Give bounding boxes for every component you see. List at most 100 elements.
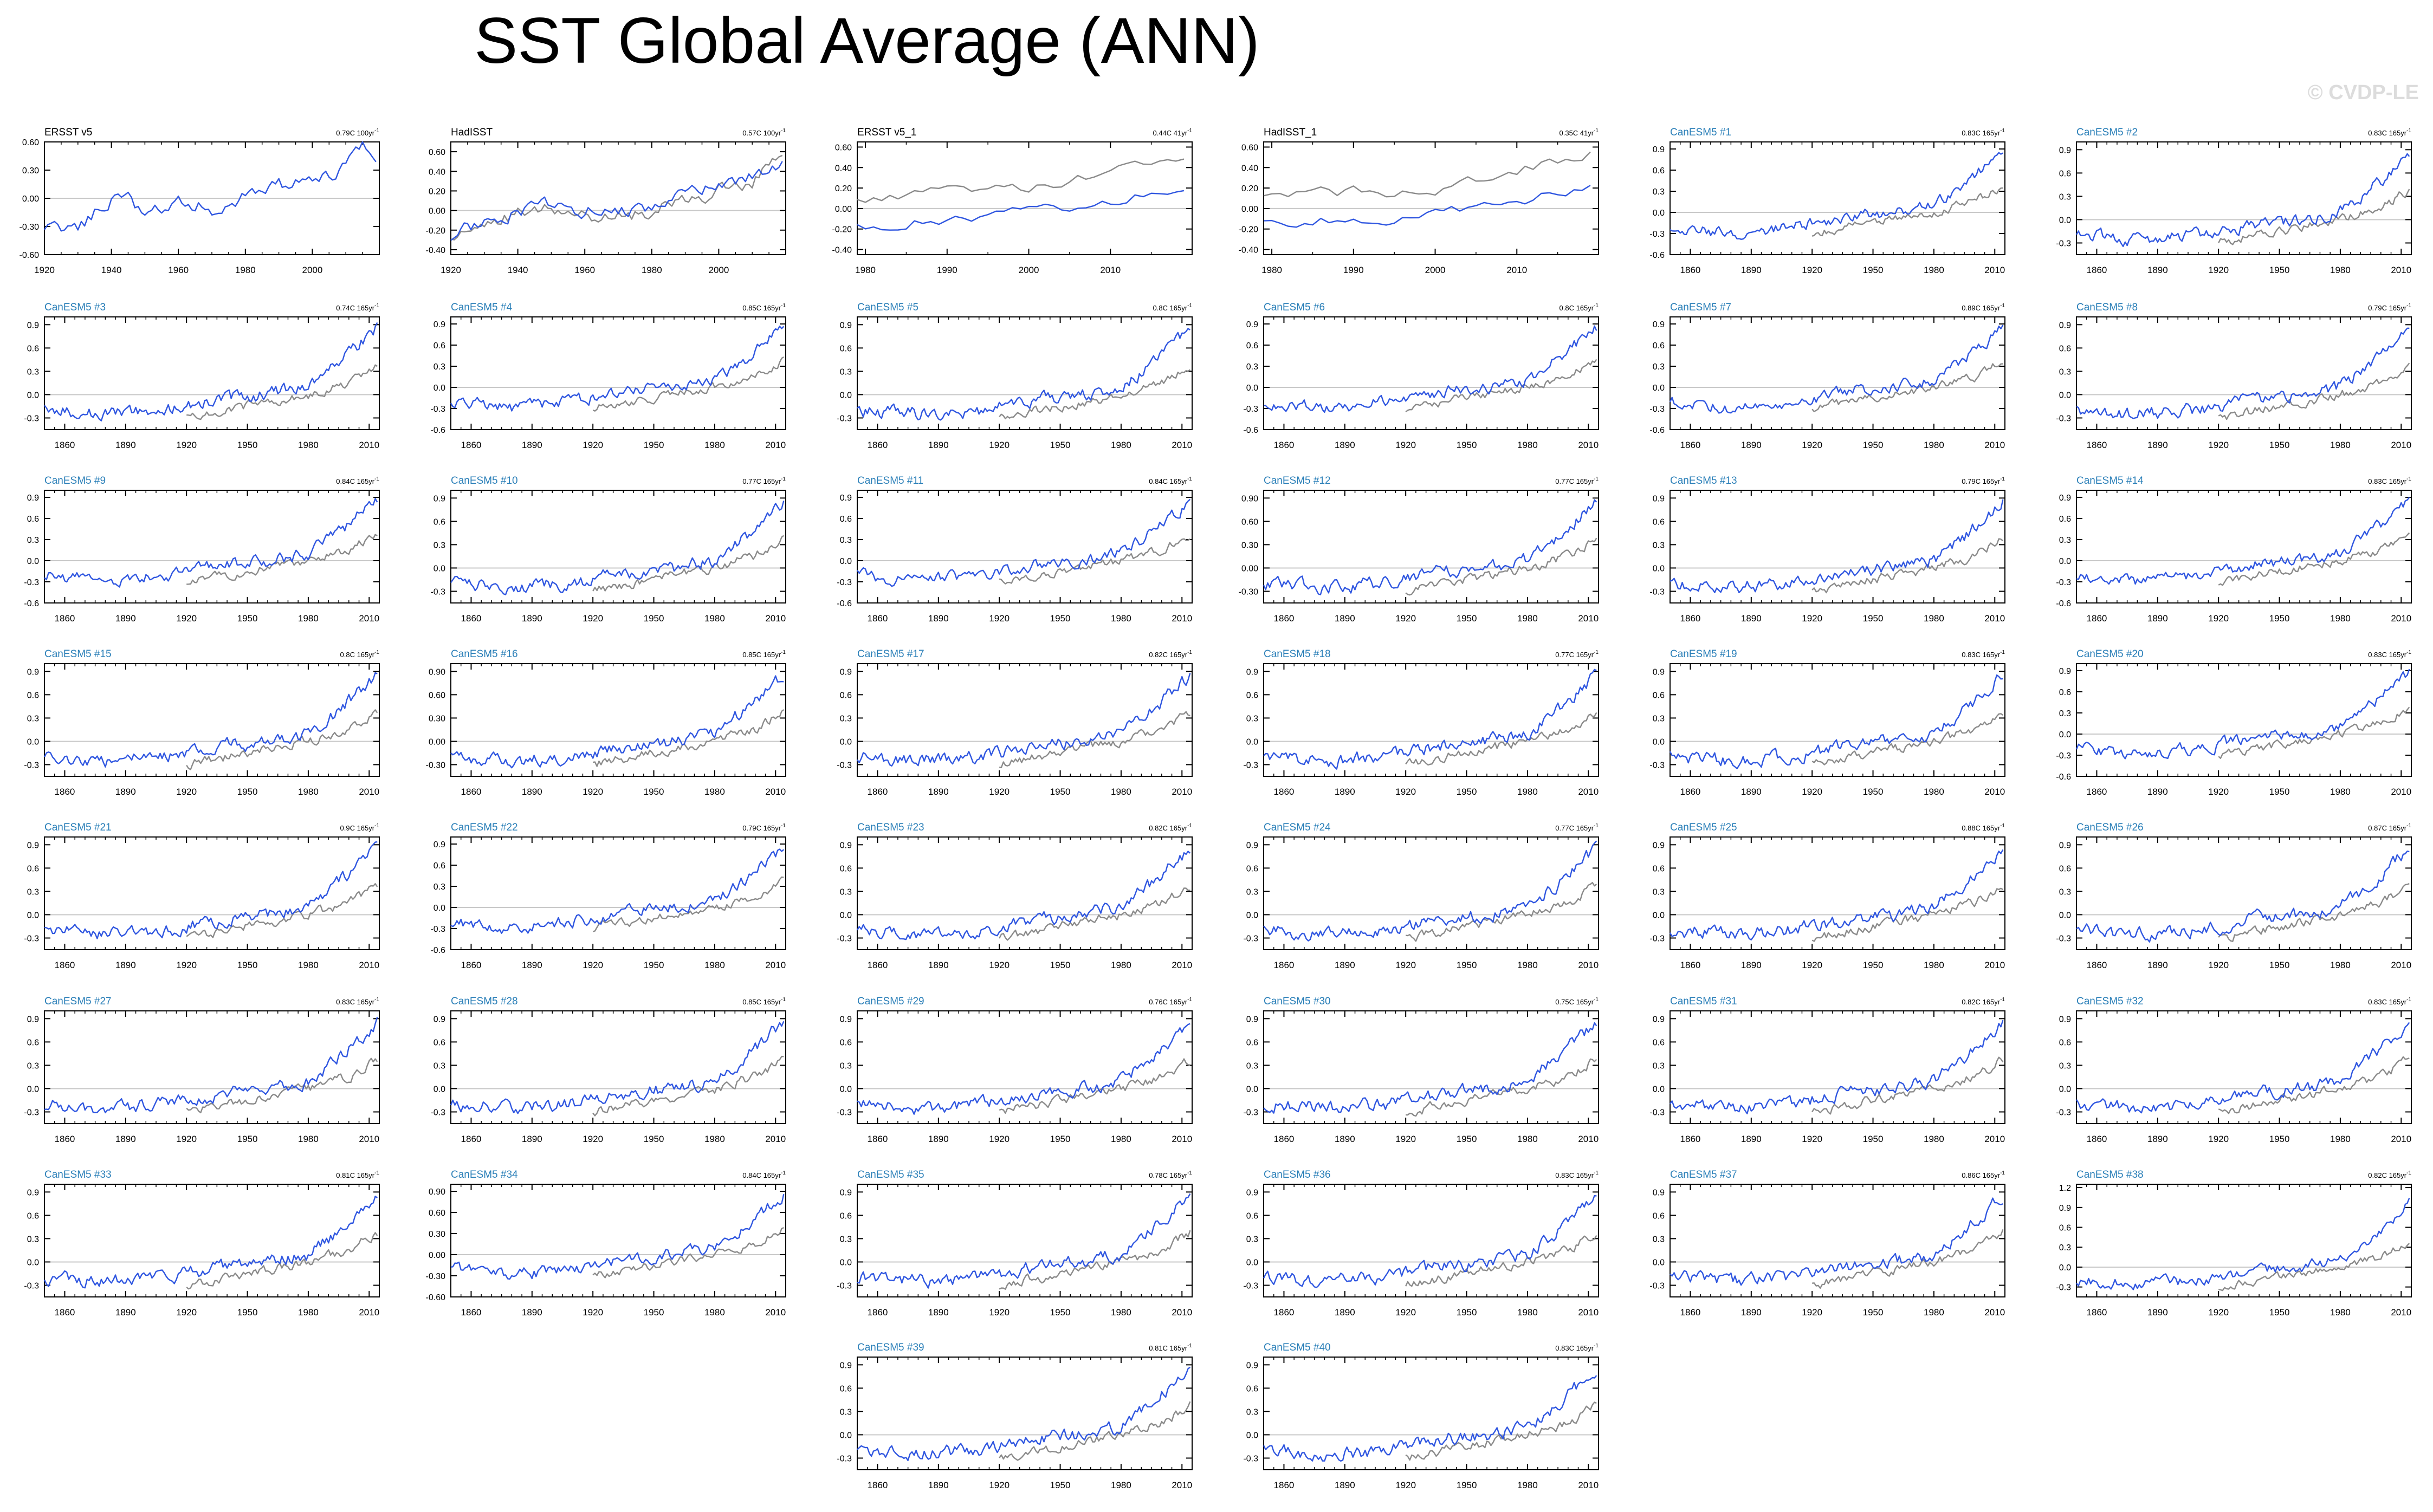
x-tick-label: 1920 — [1395, 613, 1416, 624]
y-tick-label: 0.6 — [1653, 517, 1665, 527]
y-tick-label: 0.00 — [1241, 205, 1258, 214]
y-tick-label: 0.9 — [1653, 1188, 1665, 1197]
trend-label: 0.75C 165yr-1 — [1555, 997, 1599, 1006]
series-line-gray — [999, 887, 1190, 941]
y-tick-label: -0.3 — [1243, 761, 1258, 770]
trend-label: 0.44C 41yr-1 — [1153, 128, 1193, 137]
y-tick-label: 0.9 — [27, 494, 39, 503]
y-tick-label: 0.60 — [1241, 517, 1258, 527]
x-tick-label: 1980 — [704, 787, 725, 797]
x-tick-label: 2010 — [1506, 265, 1527, 275]
trend-label: 0.77C 165yr-1 — [1555, 650, 1599, 659]
x-tick-label: 2010 — [1984, 960, 2005, 970]
series-line-blue — [1263, 840, 1597, 942]
panel-frame — [1670, 1184, 2005, 1297]
x-tick-label: 1920 — [989, 440, 1010, 450]
y-tick-label: 0.0 — [2059, 557, 2071, 566]
x-tick-label: 2010 — [765, 1307, 786, 1318]
x-tick-label: 1890 — [1741, 960, 1762, 970]
x-tick-label: 1860 — [868, 1307, 888, 1318]
series-line-blue — [450, 501, 785, 595]
x-tick-label: 1890 — [1335, 1134, 1355, 1144]
x-tick-label: 1860 — [461, 1307, 482, 1318]
x-tick-label: 1860 — [461, 787, 482, 797]
x-tick-label: 2010 — [1984, 1307, 2005, 1318]
series-line-gray — [186, 883, 378, 938]
panel-11: 1860 1890 1920 1950 1980 2010 -0.6 -0.3 0.0 0.3 0.… — [1649, 302, 2005, 450]
series-line-gray — [1405, 1235, 1597, 1287]
trend-label: 0.83C 165yr-1 — [2368, 997, 2411, 1006]
y-tick-label: 0.6 — [1246, 1038, 1258, 1047]
series-line-gray — [999, 1230, 1191, 1290]
trend-label: 0.86C 165yr-1 — [1962, 1170, 2005, 1179]
panel-title: CanESM5 #23 — [857, 822, 924, 833]
y-tick-label: 0.3 — [433, 362, 445, 372]
x-tick-label: 1950 — [1050, 1307, 1071, 1318]
panel-title: CanESM5 #7 — [1670, 302, 1731, 313]
y-tick-label: 0.6 — [1653, 1211, 1665, 1221]
series-line-gray — [592, 535, 785, 592]
panel-42: 1860 1890 1920 1950 1980 2010 -0.3 0.0 0.3 0.6 0.9… — [2056, 1169, 2412, 1318]
x-tick-label: 1950 — [237, 1134, 258, 1144]
panel-title: CanESM5 #36 — [1264, 1169, 1331, 1180]
x-tick-label: 1890 — [928, 787, 949, 797]
y-tick-label: 0.30 — [22, 166, 39, 176]
trend-label: 0.79C 165yr-1 — [1962, 476, 2005, 485]
panel-title: CanESM5 #1 — [1670, 127, 1731, 138]
x-tick-label: 1860 — [1274, 1134, 1295, 1144]
panel-frame — [857, 1357, 1193, 1470]
y-tick-label: 0.6 — [27, 691, 39, 700]
series-line-blue — [1263, 669, 1597, 770]
x-tick-label: 1950 — [1863, 787, 1884, 797]
y-tick-label: 0.0 — [1653, 1085, 1665, 1094]
y-tick-label: -0.3 — [1649, 405, 1665, 414]
x-tick-label: 1890 — [522, 440, 542, 450]
x-tick-label: 1860 — [1274, 960, 1295, 970]
x-tick-label: 1890 — [115, 787, 136, 797]
y-tick-label: 0.0 — [1653, 384, 1665, 393]
y-tick-label: 0.6 — [840, 1384, 852, 1393]
y-tick-label: -0.3 — [24, 1108, 39, 1117]
x-tick-label: 1980 — [1111, 1480, 1131, 1490]
y-tick-label: 0.6 — [1246, 341, 1258, 351]
trend-label: 0.82C 165yr-1 — [2368, 1170, 2411, 1179]
panel-7: 1860 1890 1920 1950 1980 2010 -0.3 0.0 0.3 0.6 0.9… — [24, 302, 380, 450]
x-tick-label: 1950 — [1050, 787, 1071, 797]
x-tick-label: 1950 — [644, 440, 664, 450]
x-tick-label: 1860 — [461, 960, 482, 970]
x-tick-label: 2010 — [2391, 613, 2411, 624]
y-tick-label: -0.3 — [1243, 934, 1258, 943]
series-line-gray — [2218, 706, 2410, 760]
panel-title: CanESM5 #3 — [44, 302, 106, 313]
x-tick-label: 1950 — [1457, 1134, 1477, 1144]
x-tick-label: 1950 — [644, 1307, 664, 1318]
x-tick-label: 1950 — [1050, 960, 1071, 970]
y-tick-label: 1.2 — [2059, 1184, 2071, 1193]
y-tick-label: 0.6 — [433, 341, 445, 351]
x-tick-label: 1980 — [1924, 1307, 1944, 1318]
x-tick-label: 2000 — [1425, 265, 1446, 275]
panel-frame — [1263, 1184, 1599, 1297]
y-tick-label: -0.20 — [426, 226, 446, 236]
y-tick-label: -0.6 — [2056, 773, 2071, 782]
x-tick-label: 1980 — [1517, 787, 1538, 797]
x-tick-label: 2010 — [765, 787, 786, 797]
y-tick-label: 0.9 — [840, 1015, 852, 1024]
y-tick-label: 0.3 — [2059, 1243, 2071, 1253]
panel-title: CanESM5 #35 — [857, 1169, 924, 1180]
panel-frame — [1263, 316, 1599, 430]
panel-frame — [1263, 1010, 1599, 1124]
y-tick-label: 0.6 — [27, 864, 39, 873]
panel-19: 1860 1890 1920 1950 1980 2010 -0.3 0.0 0.3 0.6 0.9… — [24, 648, 380, 797]
y-tick-label: 0.0 — [433, 904, 445, 913]
y-tick-label: 0.3 — [433, 1061, 445, 1070]
y-tick-label: 0.9 — [27, 667, 39, 677]
series-line-blue — [44, 1016, 378, 1114]
x-tick-label: 1860 — [55, 613, 75, 624]
y-tick-label: 0.6 — [2059, 515, 2071, 524]
panel-title: CanESM5 #4 — [451, 302, 512, 313]
x-tick-label: 1950 — [2269, 440, 2290, 450]
y-tick-label: -0.3 — [2056, 239, 2071, 248]
panel-title: CanESM5 #24 — [1264, 822, 1331, 833]
y-tick-label: 0.6 — [433, 861, 445, 871]
